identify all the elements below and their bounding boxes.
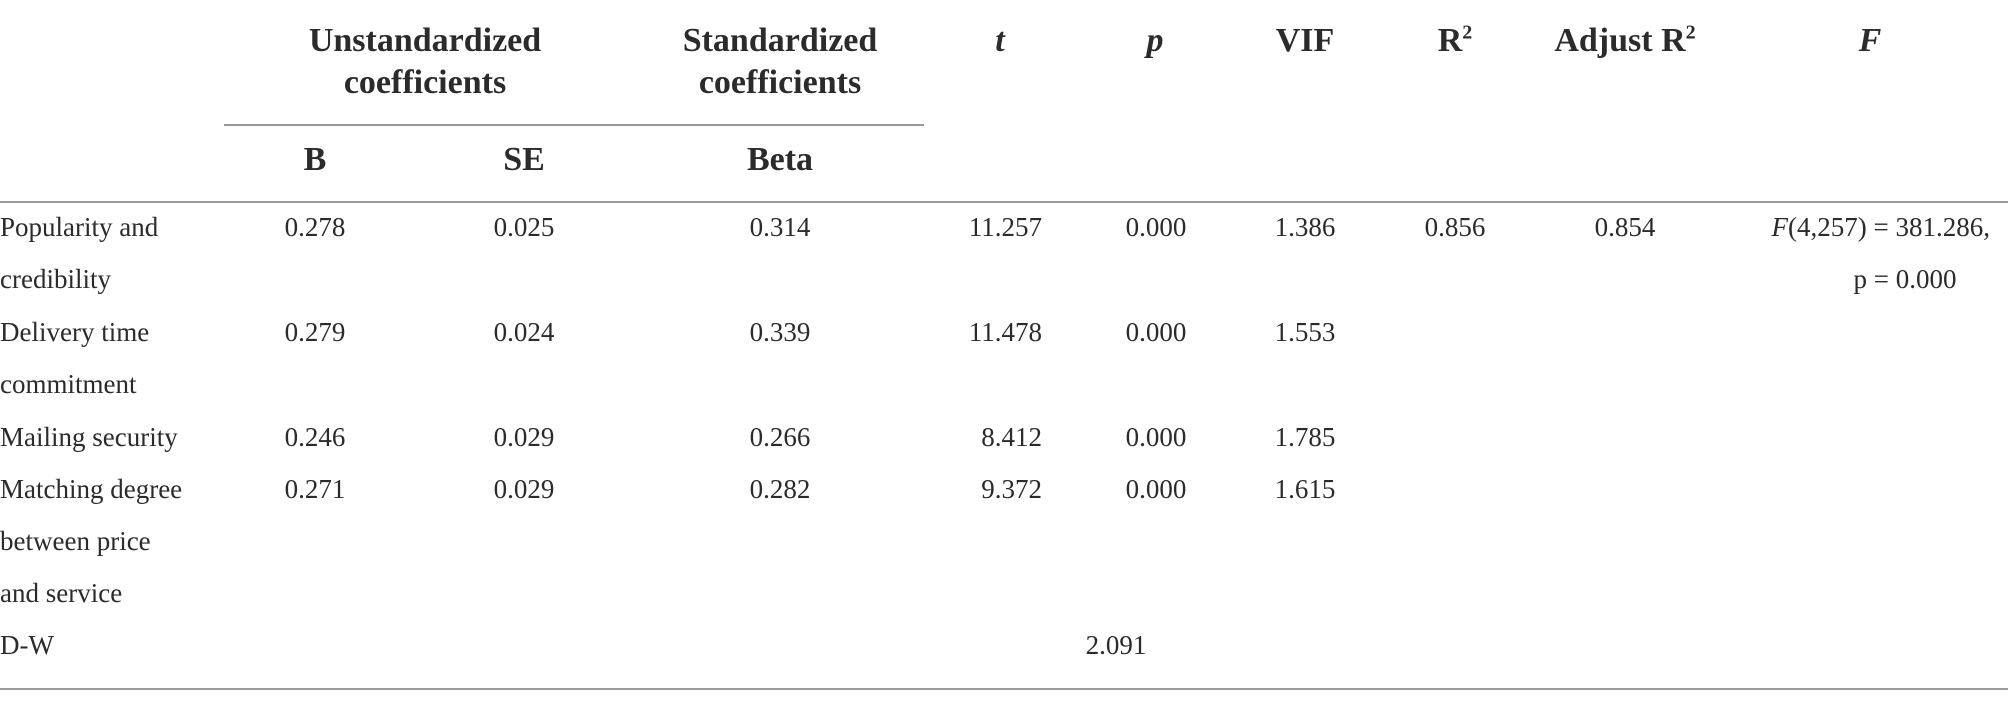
header-vif: VIF: [1245, 20, 1365, 62]
header-r2: R2: [1395, 20, 1515, 62]
dw-value: 2.091: [1085, 630, 1147, 660]
cell-adj-r2: 0.854: [1594, 212, 1656, 242]
cell-se: 0.029: [493, 474, 555, 504]
cell-f-p: p = 0.000: [1853, 264, 1957, 294]
header-unstandardized: Unstandardized coefficients: [225, 20, 625, 104]
cell-b: 0.271: [284, 474, 346, 504]
header-adj-r2-base: Adjust R: [1554, 22, 1686, 59]
header-r2-base: R: [1437, 22, 1463, 59]
row-label-line: Delivery time: [0, 317, 150, 347]
header-r2-sup: 2: [1462, 21, 1473, 44]
cell-f-stat: (4,257) = 381.286,: [1788, 212, 1990, 242]
row-label: Delivery time commitment: [0, 315, 220, 419]
cell-beta: 0.339: [749, 317, 811, 347]
header-beta-text: Beta: [746, 141, 814, 178]
row-label-line: Mailing security: [0, 422, 178, 452]
header-f: F: [1800, 20, 1940, 62]
cell-b: 0.246: [284, 422, 346, 452]
row-label: Matching degree between price and servic…: [0, 472, 220, 628]
header-bottom-rule: [0, 201, 2008, 203]
cell-beta: 0.314: [749, 212, 811, 242]
cell-se: 0.025: [493, 212, 555, 242]
cell-t: 8.412: [981, 422, 1042, 452]
header-f-text: F: [1858, 22, 1882, 59]
header-standardized-line1: Standardized: [682, 22, 878, 59]
header-se-text: SE: [503, 141, 545, 178]
cell-vif: 1.553: [1274, 317, 1336, 347]
header-adj-r2-sup: 2: [1685, 21, 1696, 44]
row-label-line: and service: [0, 578, 123, 608]
dw-label: D-W: [0, 630, 54, 660]
header-standardized: Standardized coefficients: [630, 20, 930, 104]
header-p-text: p: [1146, 22, 1164, 59]
cell-beta: 0.282: [749, 474, 811, 504]
header-unstandardized-line1: Unstandardized: [308, 22, 542, 59]
cell-p: 0.000: [1125, 212, 1187, 242]
header-se: SE: [474, 139, 574, 181]
table-bottom-rule: [0, 688, 2008, 690]
cell-b: 0.279: [284, 317, 346, 347]
cell-f-line2: p = 0.000: [1700, 262, 1990, 314]
header-vif-text: VIF: [1275, 22, 1335, 59]
header-b-text: B: [303, 141, 327, 178]
header-p: p: [1115, 20, 1195, 62]
cell-f: F(4,257) = 381.286, p = 0.000: [1700, 210, 1990, 314]
cell-p: 0.000: [1125, 474, 1187, 504]
cell-vif: 1.785: [1274, 422, 1336, 452]
header-adjust-r2: Adjust R2: [1525, 20, 1725, 62]
row-label-line: credibility: [0, 264, 111, 294]
header-t: t: [960, 20, 1040, 62]
cell-p: 0.000: [1125, 317, 1187, 347]
cell-vif: 1.386: [1274, 212, 1336, 242]
cell-t: 9.372: [981, 474, 1042, 504]
header-t-text: t: [995, 22, 1005, 59]
header-unstandardized-line2: coefficients: [343, 64, 507, 101]
row-label-line: between price: [0, 526, 151, 556]
row-label-line: Popularity and: [0, 212, 159, 242]
cell-f-line1: F(4,257) = 381.286,: [1700, 210, 1990, 262]
header-b: B: [265, 139, 365, 181]
cell-vif: 1.615: [1274, 474, 1336, 504]
group-rule: [224, 124, 924, 126]
row-label-line: Matching degree: [0, 474, 183, 504]
cell-f-symbol: F: [1771, 212, 1789, 242]
row-label: Mailing security: [0, 420, 220, 472]
cell-se: 0.024: [493, 317, 555, 347]
cell-b: 0.278: [284, 212, 346, 242]
cell-t: 11.257: [968, 212, 1042, 242]
row-label-line: commitment: [0, 369, 137, 399]
cell-p: 0.000: [1125, 422, 1187, 452]
header-beta: Beta: [730, 139, 830, 181]
row-label: Popularity and credibility: [0, 210, 220, 314]
cell-se: 0.029: [493, 422, 555, 452]
cell-beta: 0.266: [749, 422, 811, 452]
header-standardized-line2: coefficients: [698, 64, 862, 101]
cell-t: 11.478: [968, 317, 1042, 347]
cell-r2: 0.856: [1424, 212, 1486, 242]
